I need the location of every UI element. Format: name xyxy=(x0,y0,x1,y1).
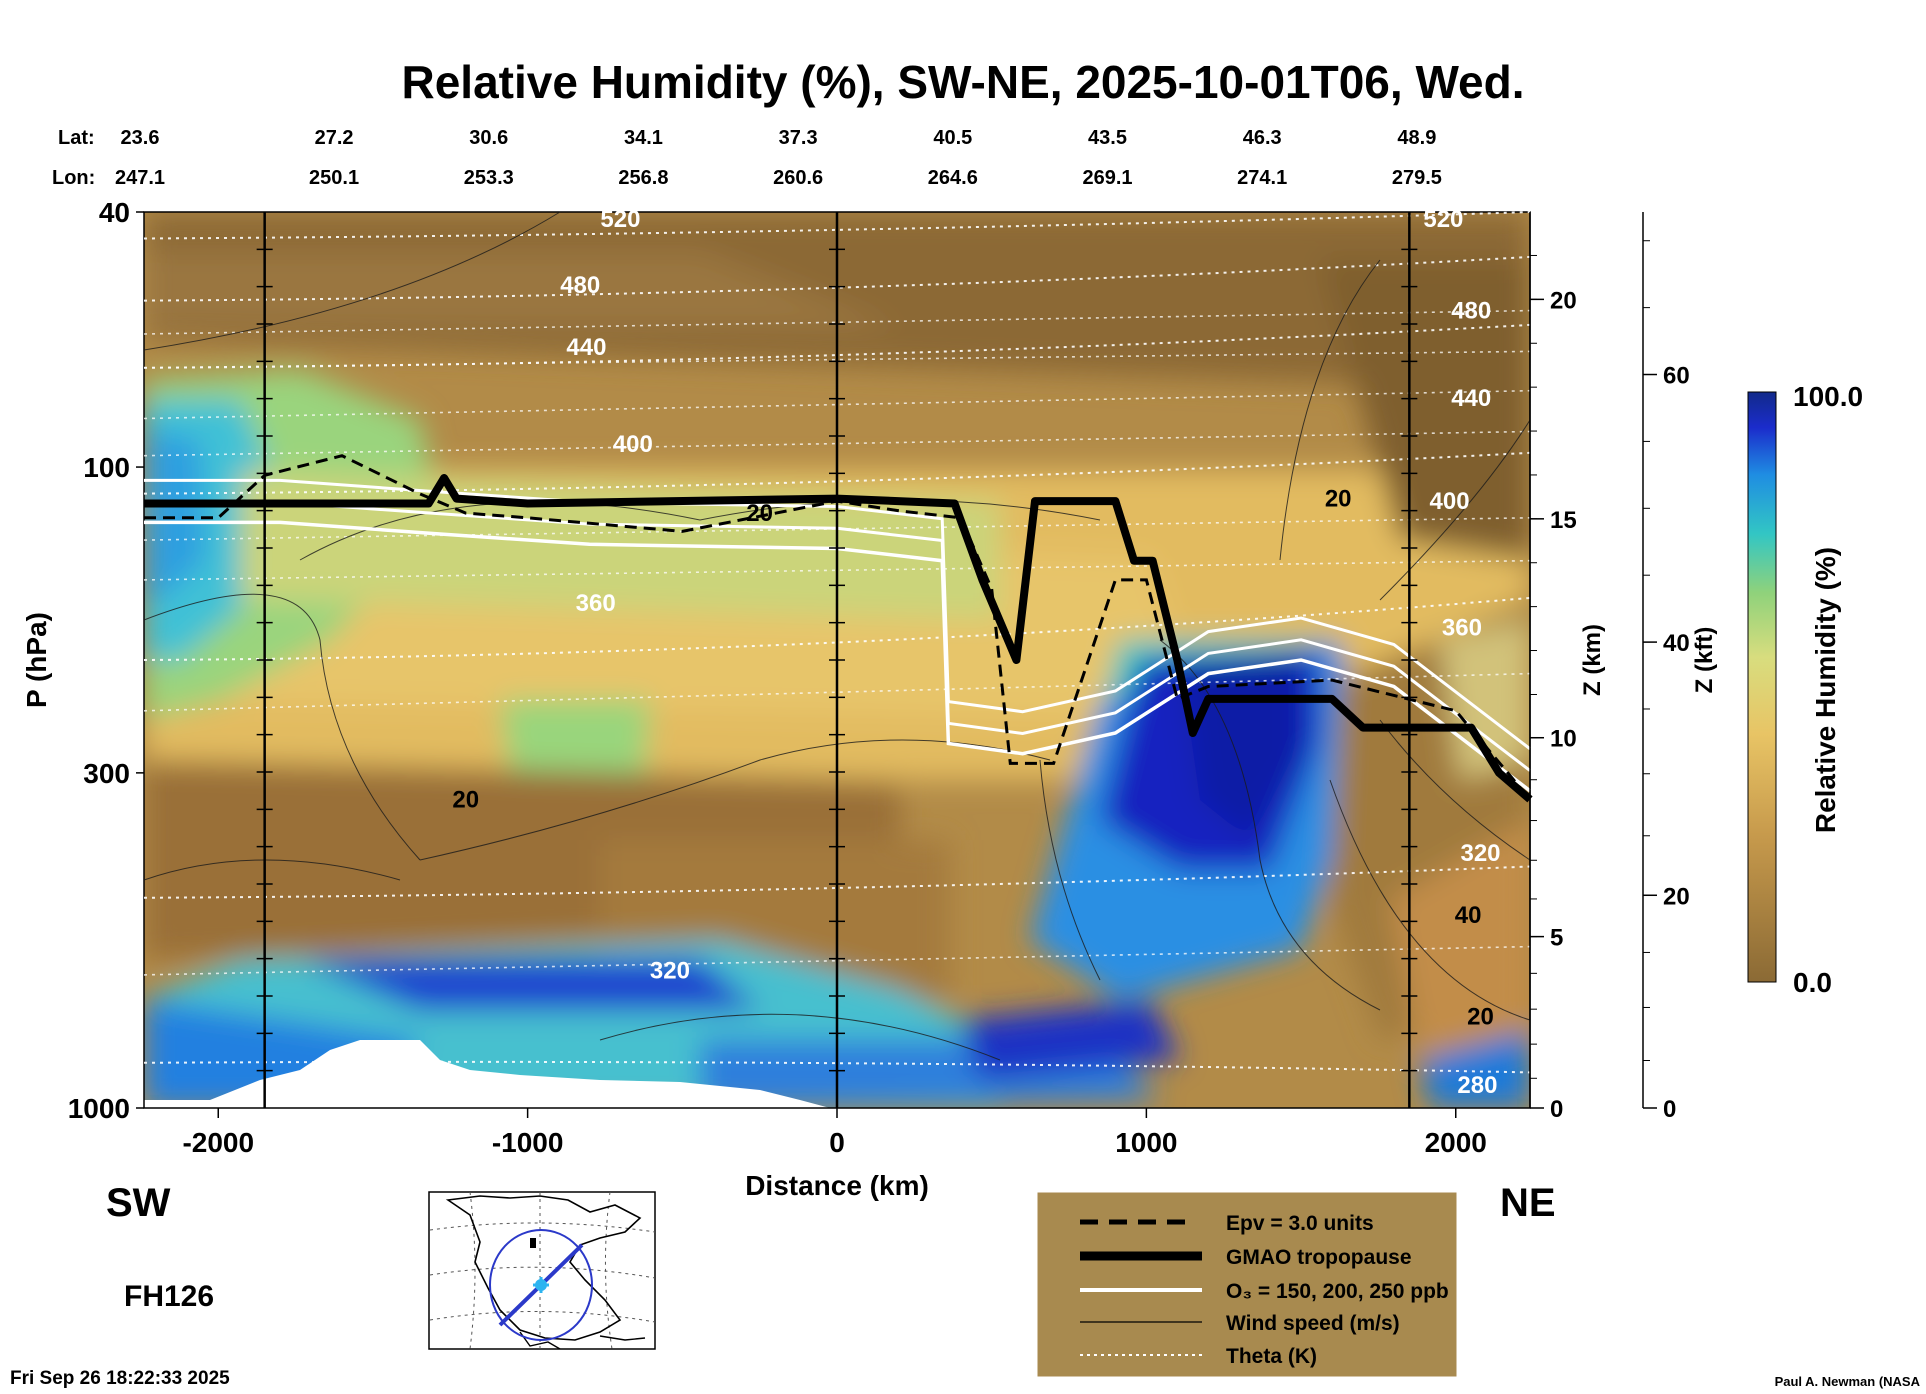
ozone-contour-line xyxy=(144,500,1531,772)
ozone-contour-line xyxy=(144,520,1532,793)
lon-value: 247.1 xyxy=(115,167,165,189)
chart-title: Relative Humidity (%), SW-NE, 2025-10-01… xyxy=(401,56,1524,108)
contour-label: 400 xyxy=(1430,488,1470,515)
legend-label-wind: Wind speed (m/s) xyxy=(1226,1312,1400,1335)
inset-map xyxy=(428,1191,656,1350)
x-tick-label: 0 xyxy=(829,1127,845,1158)
colorbar-max-label: 100.0 xyxy=(1793,381,1863,412)
lon-value: 274.1 xyxy=(1237,167,1287,189)
lat-value: 40.5 xyxy=(933,127,972,149)
contour-label: 20 xyxy=(746,500,773,527)
region-label-sw: SW xyxy=(106,1181,171,1225)
z-kft-tick-label: 0 xyxy=(1663,1096,1676,1123)
contour-label: 520 xyxy=(600,206,640,233)
z-kft-tick-label: 40 xyxy=(1663,630,1690,657)
colorbar xyxy=(1747,391,1777,983)
lat-value: 46.3 xyxy=(1243,127,1282,149)
lat-value: 37.3 xyxy=(779,127,818,149)
tropopause-line xyxy=(144,474,1533,803)
wind-contour xyxy=(599,1013,1001,1061)
wind-contour xyxy=(1279,259,1381,561)
lat-header-label: Lat: xyxy=(58,127,95,149)
contour-label: 320 xyxy=(650,957,690,984)
contour-label: 480 xyxy=(560,272,600,299)
wind-contour xyxy=(1379,419,1531,601)
x-tick-label: -1000 xyxy=(492,1127,564,1158)
z-km-tick-label: 15 xyxy=(1550,507,1577,534)
wind-contour xyxy=(143,211,561,351)
lon-value: 269.1 xyxy=(1082,167,1132,189)
x-axis-label: Distance (km) xyxy=(745,1170,929,1201)
colorbar-min-label: 0.0 xyxy=(1793,967,1832,998)
contour-label: 20 xyxy=(1325,486,1352,513)
z-km-tick-label: 20 xyxy=(1550,287,1577,314)
legend-label-tropopause: GMAO tropopause xyxy=(1226,1246,1412,1269)
z-km-axis-label: Z (km) xyxy=(1579,624,1606,696)
legend-label-theta: Theta (K) xyxy=(1226,1345,1317,1368)
contour-label: 440 xyxy=(566,334,606,361)
z-km-tick-label: 10 xyxy=(1550,726,1577,753)
forecast-hour: FH126 xyxy=(124,1280,214,1313)
wind-contour xyxy=(143,593,421,861)
lon-value: 250.1 xyxy=(309,167,359,189)
contour-label: 400 xyxy=(613,431,653,458)
wind-contour xyxy=(299,499,1101,561)
y-tick-label: 1000 xyxy=(68,1093,130,1124)
contour-label: 360 xyxy=(1442,615,1482,642)
y-axis-label: P (hPa) xyxy=(21,612,52,708)
z-kft-axis-label: Z (kft) xyxy=(1691,627,1718,694)
z-kft-tick-label: 20 xyxy=(1663,883,1690,910)
lon-value: 264.6 xyxy=(928,167,978,189)
legend: Epv = 3.0 units GMAO tropopause O₃ = 150… xyxy=(1037,1192,1457,1377)
contour-label: 480 xyxy=(1451,298,1491,325)
x-tick-label: -2000 xyxy=(182,1127,254,1158)
x-tick-label: 2000 xyxy=(1425,1127,1487,1158)
z-km-tick-label: 5 xyxy=(1550,925,1563,952)
contour-label: 320 xyxy=(1460,840,1500,867)
lat-value: 43.5 xyxy=(1088,127,1127,149)
contour-label: 40 xyxy=(1455,902,1482,929)
contour-label: 20 xyxy=(452,786,479,813)
lat-value: 23.6 xyxy=(121,127,160,149)
lat-value: 27.2 xyxy=(315,127,354,149)
contour-label: 520 xyxy=(1423,206,1463,233)
lon-header-label: Lon: xyxy=(52,167,95,189)
z-kft-tick-label: 60 xyxy=(1663,363,1690,390)
x-tick-label: 1000 xyxy=(1115,1127,1177,1158)
wind-contour xyxy=(1039,759,1101,981)
lon-value: 253.3 xyxy=(464,167,514,189)
contour-label: 280 xyxy=(1457,1072,1497,1099)
wind-contour xyxy=(143,859,401,881)
wind-contour xyxy=(1159,639,1381,1011)
credit: Paul A. Newman (NASA xyxy=(1775,1374,1921,1389)
y-tick-label: 40 xyxy=(99,197,130,228)
lon-value: 256.8 xyxy=(618,167,668,189)
lat-value: 34.1 xyxy=(624,127,663,149)
y-tick-label: 100 xyxy=(83,452,130,483)
region-label-ne: NE xyxy=(1500,1181,1556,1225)
y-tick-label: 300 xyxy=(83,758,130,789)
lat-value: 30.6 xyxy=(469,127,508,149)
lat-lon-labels: 23.6 247.1 27.2 250.1 30.6 253.3 34.1 256.8 37.3… xyxy=(115,127,1442,189)
timestamp: Fri Sep 26 18:22:33 2025 xyxy=(10,1368,230,1389)
wind-contour xyxy=(1329,779,1531,1021)
contour-label: 20 xyxy=(1467,1004,1494,1031)
z-km-tick-label: 0 xyxy=(1550,1096,1563,1123)
colorbar-label: Relative Humidity (%) xyxy=(1810,547,1841,833)
contour-label: 440 xyxy=(1451,385,1491,412)
legend-label-ozone: O₃ = 150, 200, 250 ppb xyxy=(1226,1280,1449,1303)
chart-overlay: 5204804404002036020320520480440400203603… xyxy=(68,197,1690,1158)
contour-label: 360 xyxy=(576,590,616,617)
legend-label-epv: Epv = 3.0 units xyxy=(1226,1212,1374,1235)
lat-value: 48.9 xyxy=(1397,127,1436,149)
wind-contour xyxy=(1379,719,1531,861)
lon-value: 260.6 xyxy=(773,167,823,189)
lon-value: 279.5 xyxy=(1392,167,1442,189)
